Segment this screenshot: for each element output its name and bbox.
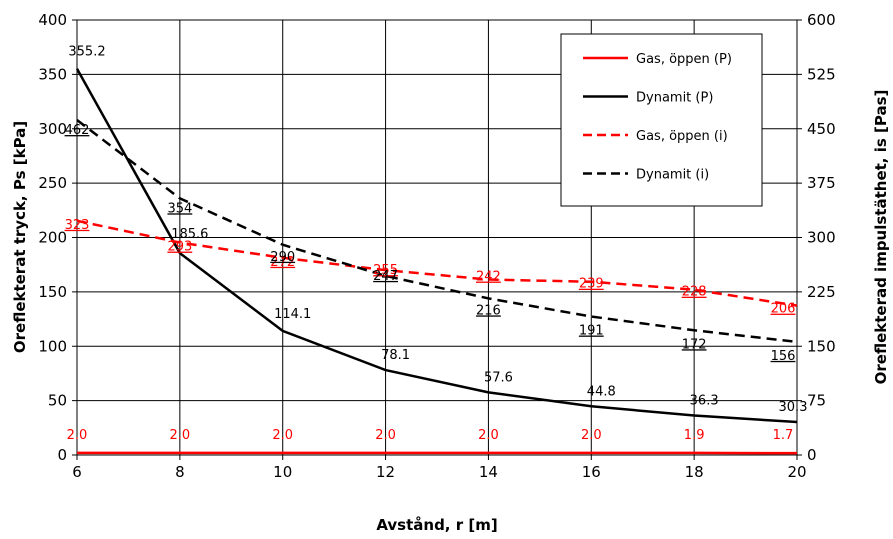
y-left-tick-label: 100 [38,337,67,355]
data-label: 2.0 [375,428,396,443]
data-label: 1.9 [684,428,705,443]
data-label: 323 [65,218,90,233]
x-axis-title: Avstånd, r [m] [376,516,497,534]
y-right-tick-label: 75 [807,392,826,410]
y-right-tick-label: 225 [807,283,836,301]
legend-label: Gas, öppen (P) [636,52,732,67]
data-label: 30.3 [779,400,808,415]
data-label: 293 [167,240,192,255]
y-left-tick-label: 300 [38,120,67,138]
data-label: 57.6 [484,370,513,385]
legend-label: Dynamit (P) [636,91,713,106]
y-right-tick-label: 0 [807,446,817,464]
data-label: 78.1 [381,348,410,363]
x-tick-label: 18 [685,463,704,481]
y-left-tick-label: 0 [57,446,67,464]
data-label: 216 [476,303,501,318]
data-label: 2.0 [170,428,191,443]
data-label: 354 [167,201,192,216]
data-label: 239 [579,277,604,292]
data-label: 36.3 [690,394,719,409]
data-label: 355.2 [68,45,105,60]
x-tick-label: 10 [273,463,292,481]
data-label: 191 [579,324,604,339]
y-right-tick-label: 525 [807,65,836,83]
x-tick-label: 6 [72,463,82,481]
data-label: 247 [373,269,398,284]
data-label: 290 [270,250,295,265]
x-tick-label: 16 [582,463,601,481]
legend: Gas, öppen (P) Dynamit (P) Gas, öppen (i) D… [561,34,762,206]
y-left-axis-title: Oreflekterat tryck, Ps [kPa] [11,121,29,353]
y-left-tick-label: 250 [38,174,67,192]
data-label: 206 [771,302,796,317]
y-left-tick-label: 200 [38,229,67,247]
y-right-tick-label: 450 [807,120,836,138]
data-label: 172 [682,337,707,352]
legend-label: Dynamit (i) [636,168,709,183]
y-left-tick-label: 400 [38,11,67,29]
data-label: 228 [682,285,707,300]
y-right-tick-label: 600 [807,11,836,29]
data-label: 156 [771,349,796,364]
y-right-tick-label: 375 [807,174,836,192]
x-tick-label: 20 [787,463,806,481]
x-tick-label: 14 [479,463,498,481]
data-label: 114.1 [274,307,311,322]
y-left-tick-label: 350 [38,65,67,83]
data-label: 1.7 [773,428,794,443]
y-left-tick-label: 150 [38,283,67,301]
data-label: 242 [476,270,501,285]
data-label: 462 [65,123,90,138]
y-right-tick-label: 300 [807,229,836,247]
y-right-axis-title: Oreflekterad impulstäthet, is [Pas] [872,90,890,385]
data-label: 2.0 [272,428,293,443]
data-label: 2.0 [478,428,499,443]
data-label: 2.0 [67,428,88,443]
data-label: 44.8 [587,384,616,399]
x-tick-label: 12 [376,463,395,481]
legend-label: Gas, öppen (i) [636,129,728,144]
y-right-tick-label: 150 [807,337,836,355]
y-left-tick-label: 50 [48,392,67,410]
x-tick-label: 8 [175,463,185,481]
data-label: 2.0 [581,428,602,443]
